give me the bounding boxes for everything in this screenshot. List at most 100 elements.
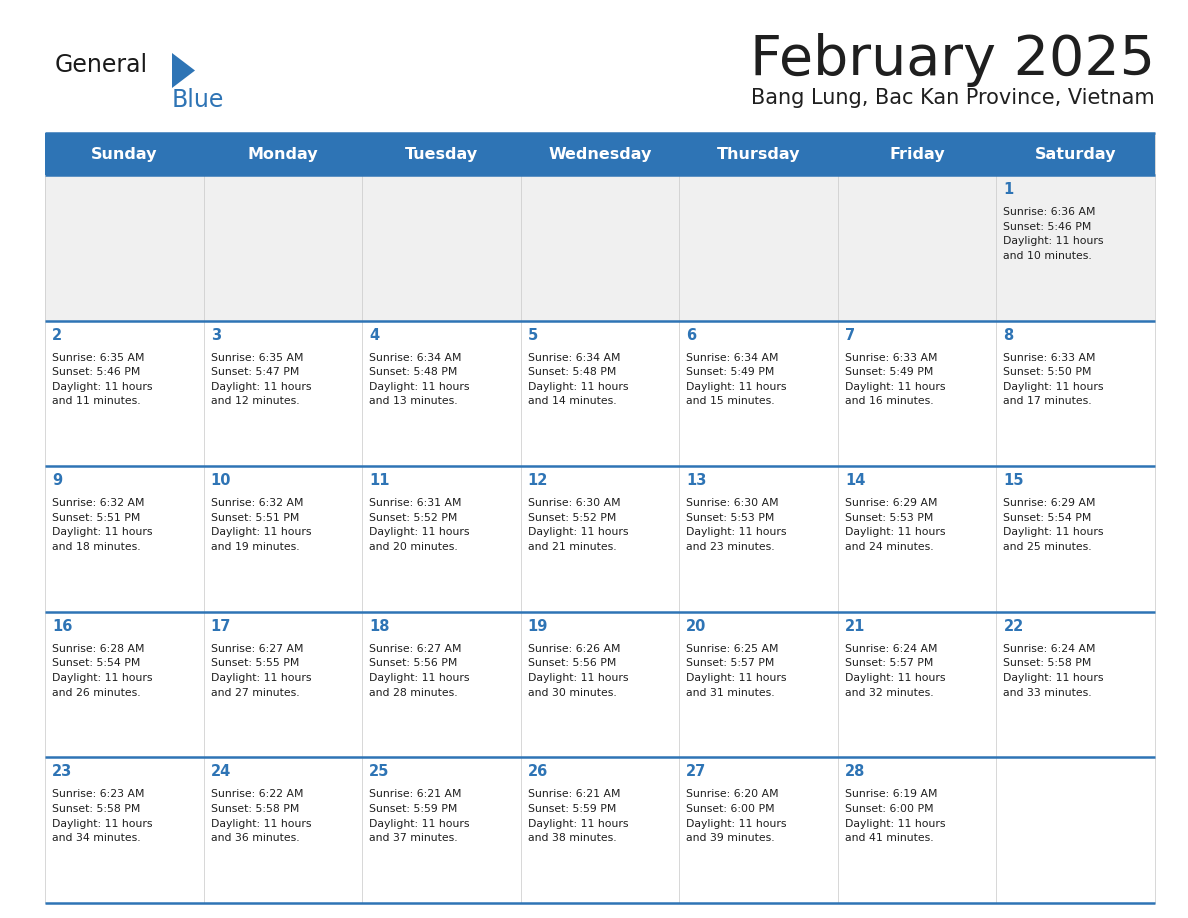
Text: Sunset: 5:54 PM: Sunset: 5:54 PM <box>52 658 140 668</box>
Text: and 10 minutes.: and 10 minutes. <box>1004 251 1092 261</box>
Bar <box>45 175 203 320</box>
Bar <box>997 611 1155 757</box>
Bar <box>362 611 520 757</box>
Bar <box>997 757 1155 903</box>
Text: and 32 minutes.: and 32 minutes. <box>845 688 934 698</box>
Bar <box>680 175 838 320</box>
Text: 3: 3 <box>210 328 221 342</box>
Text: 9: 9 <box>52 473 62 488</box>
Text: and 27 minutes.: and 27 minutes. <box>210 688 299 698</box>
Text: Daylight: 11 hours: Daylight: 11 hours <box>369 382 469 392</box>
Text: Sunday: Sunday <box>91 147 158 162</box>
Bar <box>203 757 362 903</box>
Text: and 39 minutes.: and 39 minutes. <box>687 834 775 844</box>
Bar <box>362 175 520 320</box>
Text: Sunrise: 6:27 AM: Sunrise: 6:27 AM <box>210 644 303 654</box>
Text: and 25 minutes.: and 25 minutes. <box>1004 542 1092 552</box>
Text: Sunset: 5:52 PM: Sunset: 5:52 PM <box>369 513 457 523</box>
Text: Sunrise: 6:34 AM: Sunrise: 6:34 AM <box>369 353 462 363</box>
Text: 12: 12 <box>527 473 548 488</box>
Text: Sunrise: 6:29 AM: Sunrise: 6:29 AM <box>845 498 937 509</box>
Bar <box>520 175 680 320</box>
Bar <box>520 320 680 466</box>
Text: 16: 16 <box>52 619 72 633</box>
Text: Daylight: 11 hours: Daylight: 11 hours <box>527 819 628 829</box>
Text: Sunset: 5:49 PM: Sunset: 5:49 PM <box>845 367 934 377</box>
Text: February 2025: February 2025 <box>750 33 1155 87</box>
Text: Daylight: 11 hours: Daylight: 11 hours <box>369 819 469 829</box>
Bar <box>45 320 203 466</box>
Text: Sunset: 5:49 PM: Sunset: 5:49 PM <box>687 367 775 377</box>
Bar <box>203 175 362 320</box>
Bar <box>838 320 997 466</box>
Text: and 14 minutes.: and 14 minutes. <box>527 397 617 407</box>
Text: and 31 minutes.: and 31 minutes. <box>687 688 775 698</box>
Text: Sunrise: 6:19 AM: Sunrise: 6:19 AM <box>845 789 937 800</box>
Text: Sunrise: 6:35 AM: Sunrise: 6:35 AM <box>52 353 145 363</box>
Text: and 11 minutes.: and 11 minutes. <box>52 397 140 407</box>
Text: Sunrise: 6:35 AM: Sunrise: 6:35 AM <box>210 353 303 363</box>
Text: and 34 minutes.: and 34 minutes. <box>52 834 140 844</box>
Text: 25: 25 <box>369 765 390 779</box>
Text: Sunrise: 6:25 AM: Sunrise: 6:25 AM <box>687 644 779 654</box>
Bar <box>997 175 1155 320</box>
Text: Monday: Monday <box>247 147 318 162</box>
Bar <box>203 320 362 466</box>
Bar <box>362 320 520 466</box>
Text: 10: 10 <box>210 473 232 488</box>
Bar <box>45 466 203 611</box>
Text: Daylight: 11 hours: Daylight: 11 hours <box>1004 673 1104 683</box>
Text: Sunset: 5:58 PM: Sunset: 5:58 PM <box>210 804 299 814</box>
Bar <box>680 320 838 466</box>
Text: 21: 21 <box>845 619 865 633</box>
Text: Daylight: 11 hours: Daylight: 11 hours <box>52 528 152 537</box>
Text: and 24 minutes.: and 24 minutes. <box>845 542 934 552</box>
Text: Daylight: 11 hours: Daylight: 11 hours <box>687 673 786 683</box>
Text: 1: 1 <box>1004 182 1013 197</box>
Text: Sunset: 5:56 PM: Sunset: 5:56 PM <box>527 658 617 668</box>
Text: 5: 5 <box>527 328 538 342</box>
Text: Sunrise: 6:24 AM: Sunrise: 6:24 AM <box>845 644 937 654</box>
Text: Daylight: 11 hours: Daylight: 11 hours <box>527 673 628 683</box>
Text: Sunset: 5:48 PM: Sunset: 5:48 PM <box>369 367 457 377</box>
Text: Daylight: 11 hours: Daylight: 11 hours <box>845 382 946 392</box>
Text: Sunrise: 6:23 AM: Sunrise: 6:23 AM <box>52 789 145 800</box>
Text: Daylight: 11 hours: Daylight: 11 hours <box>210 673 311 683</box>
Text: Sunset: 5:50 PM: Sunset: 5:50 PM <box>1004 367 1092 377</box>
Text: 26: 26 <box>527 765 548 779</box>
Text: Daylight: 11 hours: Daylight: 11 hours <box>369 528 469 537</box>
Text: Sunrise: 6:31 AM: Sunrise: 6:31 AM <box>369 498 462 509</box>
Text: and 20 minutes.: and 20 minutes. <box>369 542 457 552</box>
Text: Daylight: 11 hours: Daylight: 11 hours <box>527 528 628 537</box>
Bar <box>45 133 1155 175</box>
Text: Daylight: 11 hours: Daylight: 11 hours <box>687 819 786 829</box>
Text: Sunrise: 6:24 AM: Sunrise: 6:24 AM <box>1004 644 1095 654</box>
Text: 4: 4 <box>369 328 379 342</box>
Text: Sunset: 5:59 PM: Sunset: 5:59 PM <box>369 804 457 814</box>
Text: and 33 minutes.: and 33 minutes. <box>1004 688 1092 698</box>
Text: Sunrise: 6:20 AM: Sunrise: 6:20 AM <box>687 789 779 800</box>
Text: 27: 27 <box>687 765 707 779</box>
Text: Daylight: 11 hours: Daylight: 11 hours <box>1004 382 1104 392</box>
Bar <box>203 466 362 611</box>
Text: and 21 minutes.: and 21 minutes. <box>527 542 617 552</box>
Text: Daylight: 11 hours: Daylight: 11 hours <box>210 819 311 829</box>
Text: Sunset: 5:46 PM: Sunset: 5:46 PM <box>1004 221 1092 231</box>
Text: Sunrise: 6:32 AM: Sunrise: 6:32 AM <box>52 498 145 509</box>
Text: Sunset: 5:46 PM: Sunset: 5:46 PM <box>52 367 140 377</box>
Text: Sunrise: 6:34 AM: Sunrise: 6:34 AM <box>527 353 620 363</box>
Text: Sunset: 5:58 PM: Sunset: 5:58 PM <box>1004 658 1092 668</box>
Text: Sunset: 5:48 PM: Sunset: 5:48 PM <box>527 367 617 377</box>
Text: 7: 7 <box>845 328 855 342</box>
Text: and 37 minutes.: and 37 minutes. <box>369 834 457 844</box>
Text: 2: 2 <box>52 328 62 342</box>
Text: Daylight: 11 hours: Daylight: 11 hours <box>845 819 946 829</box>
Text: Sunrise: 6:32 AM: Sunrise: 6:32 AM <box>210 498 303 509</box>
Text: Sunrise: 6:28 AM: Sunrise: 6:28 AM <box>52 644 145 654</box>
Text: and 26 minutes.: and 26 minutes. <box>52 688 140 698</box>
Text: Sunset: 5:53 PM: Sunset: 5:53 PM <box>845 513 934 523</box>
Text: 20: 20 <box>687 619 707 633</box>
Text: 19: 19 <box>527 619 548 633</box>
Text: Sunset: 5:53 PM: Sunset: 5:53 PM <box>687 513 775 523</box>
Text: and 12 minutes.: and 12 minutes. <box>210 397 299 407</box>
